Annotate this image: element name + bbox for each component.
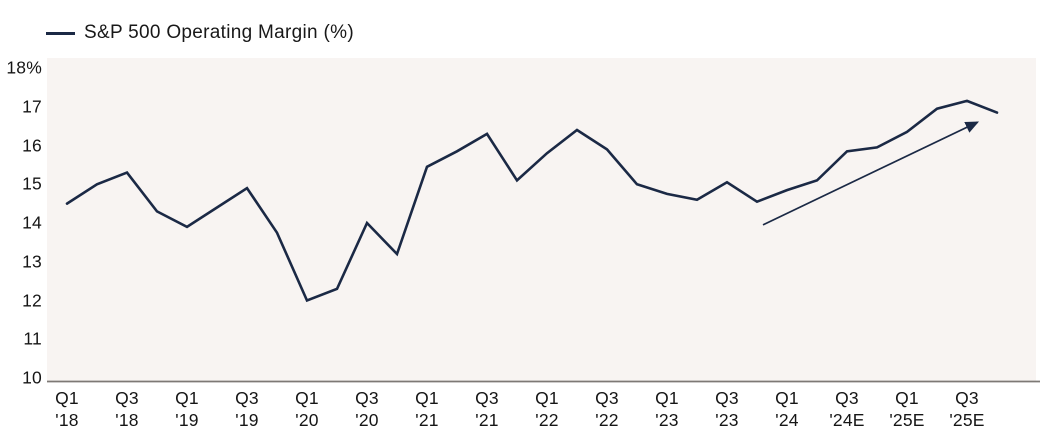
x-tick-quarter: Q3 xyxy=(475,388,499,408)
x-axis-tick-label: Q1'21 xyxy=(415,388,439,431)
x-axis-tick-label: Q1'24 xyxy=(775,388,799,431)
x-tick-year: '22 xyxy=(535,409,559,430)
x-tick-quarter: Q1 xyxy=(415,388,439,408)
x-tick-quarter: Q3 xyxy=(955,388,979,408)
x-tick-quarter: Q3 xyxy=(235,388,259,408)
y-axis-tick-label: 16 xyxy=(22,135,42,155)
y-axis-tick-label: 17 xyxy=(22,96,42,117)
x-tick-year: '23 xyxy=(655,409,679,430)
y-axis-tick-label: 11 xyxy=(23,328,42,349)
legend-line-icon xyxy=(46,31,75,35)
x-tick-quarter: Q1 xyxy=(775,388,799,408)
trend-arrow xyxy=(762,121,980,226)
x-tick-year: '21 xyxy=(415,409,439,430)
x-axis-tick-label: Q1'18 xyxy=(55,388,79,431)
x-tick-quarter: Q3 xyxy=(355,388,379,408)
x-tick-quarter: Q3 xyxy=(835,388,859,408)
x-axis-tick-label: Q3'25E xyxy=(949,388,984,431)
x-axis-tick-label: Q1'19 xyxy=(175,388,199,431)
x-tick-year: '19 xyxy=(175,409,199,430)
x-axis-tick-label: Q3'18 xyxy=(115,388,139,431)
x-axis-tick-label: Q3'24E xyxy=(829,388,864,431)
x-tick-year: '21 xyxy=(475,409,499,430)
x-tick-quarter: Q1 xyxy=(535,388,559,408)
x-axis-tick-label: Q1'20 xyxy=(295,388,319,431)
x-tick-quarter: Q3 xyxy=(595,388,619,408)
y-axis-tick-label: 14 xyxy=(22,212,42,233)
x-tick-quarter: Q1 xyxy=(655,388,679,408)
x-tick-quarter: Q1 xyxy=(295,388,319,408)
x-tick-quarter: Q1 xyxy=(895,388,919,408)
x-tick-year: '24 xyxy=(775,409,799,430)
x-axis-tick-label: Q1'22 xyxy=(535,388,559,431)
y-axis-tick-label: 12 xyxy=(22,290,42,310)
x-axis-tick-label: Q1'23 xyxy=(655,388,679,431)
x-tick-quarter: Q1 xyxy=(175,388,199,408)
x-tick-year: '19 xyxy=(235,409,259,430)
legend: S&P 500 Operating Margin (%) xyxy=(46,22,354,44)
x-tick-year: '25E xyxy=(889,409,925,430)
x-axis-tick-label: Q3'19 xyxy=(235,388,259,431)
y-axis-tick-label: 15 xyxy=(22,173,42,194)
plot-background xyxy=(47,58,1036,381)
x-tick-quarter: Q3 xyxy=(115,388,139,408)
x-axis-tick-label: Q3'22 xyxy=(595,388,619,431)
x-tick-year: '23 xyxy=(715,409,739,430)
margin-line xyxy=(65,99,999,303)
x-tick-quarter: Q3 xyxy=(715,388,739,408)
x-axis-tick-label: Q3'21 xyxy=(475,388,499,431)
x-tick-year: '24E xyxy=(829,409,865,430)
x-axis-tick-label: Q3'23 xyxy=(715,388,739,431)
y-axis-tick-label: 13 xyxy=(22,251,42,272)
x-tick-year: '18 xyxy=(55,409,79,430)
y-axis-tick-label: 18% xyxy=(6,57,42,78)
legend-label: S&P 500 Operating Margin (%) xyxy=(84,22,354,43)
x-tick-year: '18 xyxy=(115,409,139,430)
x-tick-year: '22 xyxy=(595,409,619,430)
x-tick-year: '25E xyxy=(949,409,985,430)
x-axis-tick-label: Q1'25E xyxy=(889,388,924,431)
x-axis-tick-label: Q3'20 xyxy=(355,388,379,431)
x-tick-year: '20 xyxy=(295,409,319,430)
x-tick-year: '20 xyxy=(355,409,379,430)
y-axis-tick-label: 10 xyxy=(22,367,42,388)
x-tick-quarter: Q1 xyxy=(55,388,79,408)
